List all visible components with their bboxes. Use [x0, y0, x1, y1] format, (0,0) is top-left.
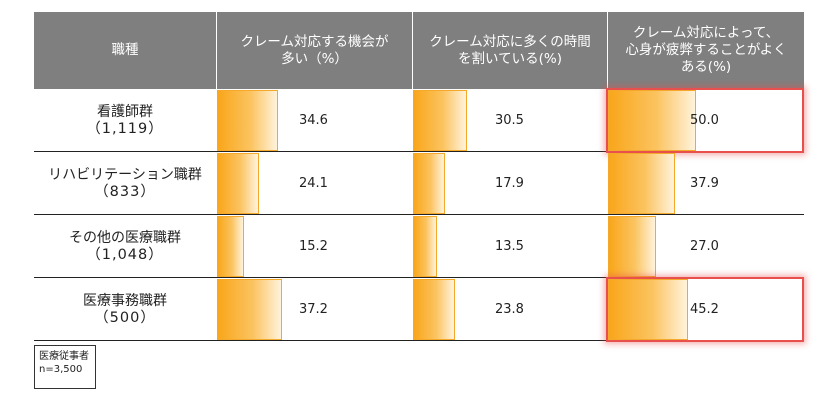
row-name: その他の医療職群 — [69, 229, 181, 246]
highlight-box — [606, 277, 804, 342]
header-col-3-line-3: ある(%) — [680, 59, 732, 75]
value-label: 23.8 — [495, 302, 524, 317]
row-label: 医療事務職群 （500） — [34, 278, 216, 341]
bar — [608, 216, 656, 277]
header-col-3-line-1: クレーム対応によって、 — [632, 25, 780, 41]
row-name: 看護師群 — [97, 103, 153, 120]
header-category-label: 職種 — [111, 42, 139, 58]
row-name: 医療事務職群 — [83, 292, 167, 309]
row-divider — [34, 151, 804, 152]
bar — [217, 279, 283, 340]
value-label: 34.6 — [299, 113, 328, 128]
value-label: 37.9 — [690, 176, 719, 191]
value-label: 27.0 — [690, 239, 719, 254]
header-col-2-line-2: を割いている(%) — [458, 50, 562, 67]
bar — [413, 90, 467, 151]
value-label: 24.1 — [299, 176, 328, 191]
row-sample-size: （1,119） — [86, 120, 164, 137]
header-col-1-label: クレーム対応する機会が 多い（%） — [225, 34, 404, 68]
row-label: リハビリテーション職群 （833） — [34, 152, 216, 215]
bar — [413, 279, 455, 340]
bar — [217, 153, 260, 214]
value-label: 13.5 — [495, 239, 524, 254]
header-col-2: クレーム対応に多くの時間 を割いている(%) — [413, 12, 607, 89]
sample-note: 医療従事者 n=3,500 — [34, 345, 96, 389]
header-col-1-line-1: クレーム対応する機会が — [240, 33, 389, 50]
header-col-1-line-2: 多い（%） — [281, 50, 348, 67]
header-col-2-line-1: クレーム対応に多くの時間 — [429, 33, 591, 50]
chart-table: 職種 クレーム対応する機会が 多い（%） クレーム対応に多くの時間 を割いている… — [34, 12, 804, 342]
value-label: 17.9 — [495, 176, 524, 191]
value-label: 30.5 — [495, 113, 524, 128]
row-sample-size: （500） — [94, 309, 156, 326]
bar — [217, 216, 244, 277]
header-col-3-label: クレーム対応によって、 心身が疲弊することがよく ある(%) — [616, 25, 796, 76]
value-label: 45.2 — [690, 302, 719, 317]
row-label: 看護師群 （1,119） — [34, 89, 216, 152]
value-label: 50.0 — [690, 113, 719, 128]
row-divider — [34, 340, 804, 341]
highlight-box — [606, 88, 804, 153]
bar — [217, 90, 278, 151]
header-col-3: クレーム対応によって、 心身が疲弊することがよく ある(%) — [608, 12, 804, 89]
bar — [608, 153, 675, 214]
note-line-2: n=3,500 — [39, 364, 83, 375]
row-sample-size: （1,048） — [86, 246, 164, 263]
row-divider — [34, 214, 804, 215]
bar — [608, 279, 688, 340]
header-col-3-line-2: 心身が疲弊することがよく — [625, 42, 787, 58]
row-label: その他の医療職群 （1,048） — [34, 215, 216, 278]
note-line-1: 医療従事者 — [39, 351, 89, 362]
row-sample-size: （833） — [94, 183, 156, 200]
row-divider — [34, 277, 804, 278]
header-col-2-label: クレーム対応に多くの時間 を割いている(%) — [421, 34, 599, 68]
bar — [413, 216, 437, 277]
header-category: 職種 — [34, 12, 216, 89]
header-col-1: クレーム対応する機会が 多い（%） — [217, 12, 412, 89]
value-label: 15.2 — [299, 239, 328, 254]
bar — [608, 90, 696, 151]
value-label: 37.2 — [299, 302, 328, 317]
row-name: リハビリテーション職群 — [48, 166, 202, 183]
bar — [413, 153, 445, 214]
